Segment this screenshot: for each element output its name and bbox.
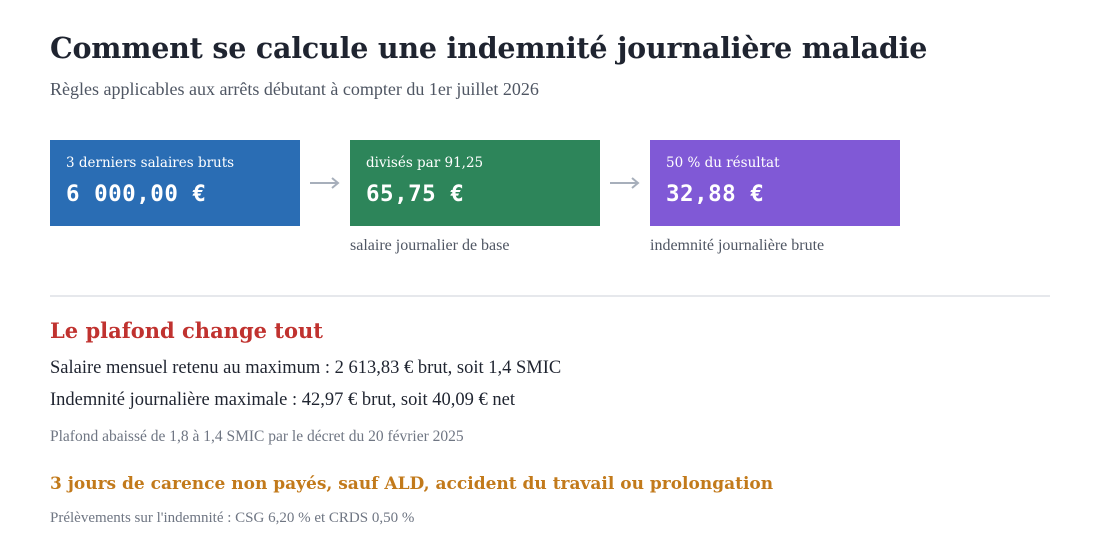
step-value: 65,75 € [366, 181, 465, 207]
plafond-salaire-line: Salaire mensuel retenu au maximum : 2 61… [50, 358, 562, 378]
step-label: 50 % du résultat [666, 155, 780, 171]
section-divider [50, 295, 1050, 297]
step-label: divisés par 91,25 [366, 155, 484, 171]
page-subtitle: Règles applicables aux arrêts débutant à… [50, 79, 539, 99]
arrow-right-icon [610, 177, 640, 189]
step-box-salaire-journalier: divisés par 91,25 65,75 € [350, 140, 600, 226]
plafond-title: Le plafond change tout [50, 318, 323, 343]
step-caption-indemnite: indemnité journalière brute [650, 237, 825, 254]
step-label: 3 derniers salaires bruts [66, 155, 235, 171]
step-box-salaires: 3 derniers salaires bruts 6 000,00 € [50, 140, 300, 226]
prelevements-note: Prélèvements sur l'indemnité : CSG 6,20 … [50, 510, 415, 526]
plafond-note: Plafond abaissé de 1,8 à 1,4 SMIC par le… [50, 428, 464, 445]
step-box-indemnite: 50 % du résultat 32,88 € [650, 140, 900, 226]
page-title: Comment se calcule une indemnité journal… [50, 31, 928, 65]
step-value: 32,88 € [666, 181, 765, 207]
step-caption-salaire-journalier: salaire journalier de base [350, 237, 510, 254]
step-value: 6 000,00 € [66, 181, 207, 207]
plafond-indemnite-line: Indemnité journalière maximale : 42,97 €… [50, 390, 515, 410]
arrow-right-icon [310, 177, 340, 189]
carence-notice: 3 jours de carence non payés, sauf ALD, … [50, 474, 774, 494]
